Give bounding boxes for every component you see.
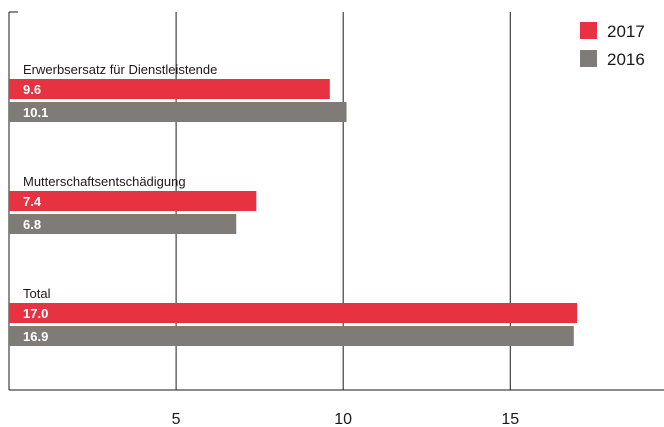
category-label: Mutterschaftsentschädigung — [23, 174, 186, 189]
legend-swatch-2016 — [580, 50, 597, 67]
legend: 2017 2016 — [580, 22, 645, 69]
category-label: Erwerbsersatz für Dienstleistende — [23, 62, 217, 77]
x-tick-labels: 5 10 15 — [172, 411, 520, 427]
legend-label: 2017 — [607, 22, 645, 41]
bar-value-label: 7.4 — [23, 194, 42, 209]
bar-2017 — [9, 79, 330, 99]
legend-swatch-2017 — [580, 22, 597, 39]
bar-2017 — [9, 303, 578, 323]
bar-value-label: 6.8 — [23, 217, 41, 232]
bar-value-label: 9.6 — [23, 82, 41, 97]
bar-2016 — [9, 102, 347, 122]
x-tick-label: 15 — [501, 411, 519, 427]
bar-2017 — [9, 191, 257, 211]
category-label: Total — [23, 286, 51, 301]
x-tick-label: 5 — [172, 411, 181, 427]
bar-value-label: 16.9 — [23, 329, 48, 344]
x-tick-label: 10 — [334, 411, 352, 427]
legend-label: 2016 — [607, 50, 645, 69]
bar-value-label: 10.1 — [23, 105, 48, 120]
bar-2016 — [9, 326, 574, 346]
bar-value-label: 17.0 — [23, 306, 48, 321]
bars: Erwerbsersatz für Dienstleistende 9.6 10.1… — [9, 62, 578, 346]
bar-2016 — [9, 214, 237, 234]
